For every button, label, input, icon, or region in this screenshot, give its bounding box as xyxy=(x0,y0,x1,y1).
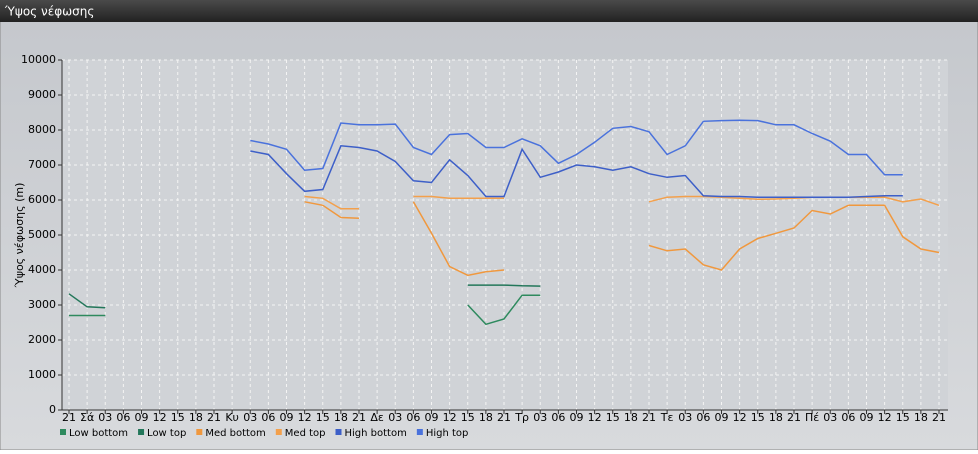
x-tick-label: 09 xyxy=(425,411,439,424)
legend-swatch xyxy=(138,429,145,435)
legend-swatch xyxy=(335,429,342,435)
x-tick-label: Τε xyxy=(660,411,674,424)
x-tick-label: 09 xyxy=(135,411,149,424)
y-tick-label: 0 xyxy=(49,403,56,416)
x-tick-label: 12 xyxy=(443,411,457,424)
x-tick-label: 09 xyxy=(715,411,729,424)
x-tick-label: Δε xyxy=(370,411,384,424)
x-tick-label: 12 xyxy=(733,411,747,424)
x-tick-label: 21 xyxy=(497,411,511,424)
x-tick-label: 21 xyxy=(642,411,656,424)
title-bar xyxy=(0,0,978,22)
series-line xyxy=(69,294,541,326)
x-tick-label: 09 xyxy=(570,411,584,424)
x-tick-label: 15 xyxy=(316,411,330,424)
chart-title: Ύψος νέφωσης xyxy=(4,5,94,19)
x-tick-label: 12 xyxy=(298,411,312,424)
y-tick-label: 4000 xyxy=(28,263,56,276)
x-tick-label: 21 xyxy=(932,411,946,424)
x-tick-label: 06 xyxy=(841,411,855,424)
x-tick-label: 21 xyxy=(62,411,76,424)
x-tick-label: Πέ xyxy=(805,411,819,424)
x-tick-label: 21 xyxy=(787,411,801,424)
legend-label: High bottom xyxy=(345,428,407,439)
legend-label: Med top xyxy=(285,428,326,439)
series-line xyxy=(304,201,940,277)
legend-swatch xyxy=(60,429,66,435)
x-tick-label: 12 xyxy=(153,411,167,424)
x-tick-label: 18 xyxy=(624,411,638,424)
legend-swatch xyxy=(275,429,282,435)
x-tick-label: Κυ xyxy=(225,411,239,424)
x-tick-label: 06 xyxy=(116,411,130,424)
x-tick-label: Σά xyxy=(80,411,94,424)
x-tick-label: 12 xyxy=(588,411,602,424)
legend-label: High top xyxy=(426,428,469,439)
y-tick-label: 7000 xyxy=(28,158,56,171)
x-tick-label: 03 xyxy=(533,411,547,424)
x-tick-label: 15 xyxy=(751,411,765,424)
legend-swatch xyxy=(196,429,203,435)
legend-label: Low bottom xyxy=(69,428,128,439)
y-axis-title: Ύψος νέφωσης (m) xyxy=(13,183,26,289)
x-tick-label: 03 xyxy=(243,411,257,424)
x-tick-label: 15 xyxy=(606,411,620,424)
x-tick-label: 15 xyxy=(171,411,185,424)
y-tick-label: 2000 xyxy=(28,333,56,346)
x-tick-label: 09 xyxy=(280,411,294,424)
series-line xyxy=(250,145,903,198)
x-tick-label: 06 xyxy=(406,411,420,424)
y-tick-label: 10000 xyxy=(21,53,56,66)
x-tick-label: 03 xyxy=(678,411,692,424)
x-tick-label: 03 xyxy=(388,411,402,424)
y-tick-label: 3000 xyxy=(28,298,56,311)
legend-swatch xyxy=(416,429,423,435)
series-line xyxy=(250,119,903,176)
x-tick-label: 12 xyxy=(878,411,892,424)
y-tick-label: 9000 xyxy=(28,88,56,101)
y-tick-label: 6000 xyxy=(28,193,56,206)
x-tick-label: 21 xyxy=(352,411,366,424)
series-line xyxy=(304,195,940,210)
y-tick-label: 5000 xyxy=(28,228,56,241)
x-tick-label: Τρ xyxy=(514,411,529,424)
x-tick-label: 18 xyxy=(769,411,783,424)
x-tick-label: 09 xyxy=(860,411,874,424)
x-tick-label: 06 xyxy=(696,411,710,424)
x-tick-label: 18 xyxy=(479,411,493,424)
x-tick-label: 18 xyxy=(334,411,348,424)
x-tick-label: 15 xyxy=(461,411,475,424)
x-tick-label: 18 xyxy=(914,411,928,424)
y-tick-label: 1000 xyxy=(28,368,56,381)
x-tick-label: 18 xyxy=(189,411,203,424)
x-tick-label: 15 xyxy=(896,411,910,424)
y-tick-label: 8000 xyxy=(28,123,56,136)
x-tick-label: 06 xyxy=(551,411,565,424)
legend-label: Low top xyxy=(147,428,186,439)
x-tick-label: 03 xyxy=(823,411,837,424)
x-tick-label: 21 xyxy=(207,411,221,424)
x-tick-label: 06 xyxy=(261,411,275,424)
legend-label: Med bottom xyxy=(205,428,265,439)
series-line xyxy=(68,284,541,309)
x-tick-label: 03 xyxy=(98,411,112,424)
